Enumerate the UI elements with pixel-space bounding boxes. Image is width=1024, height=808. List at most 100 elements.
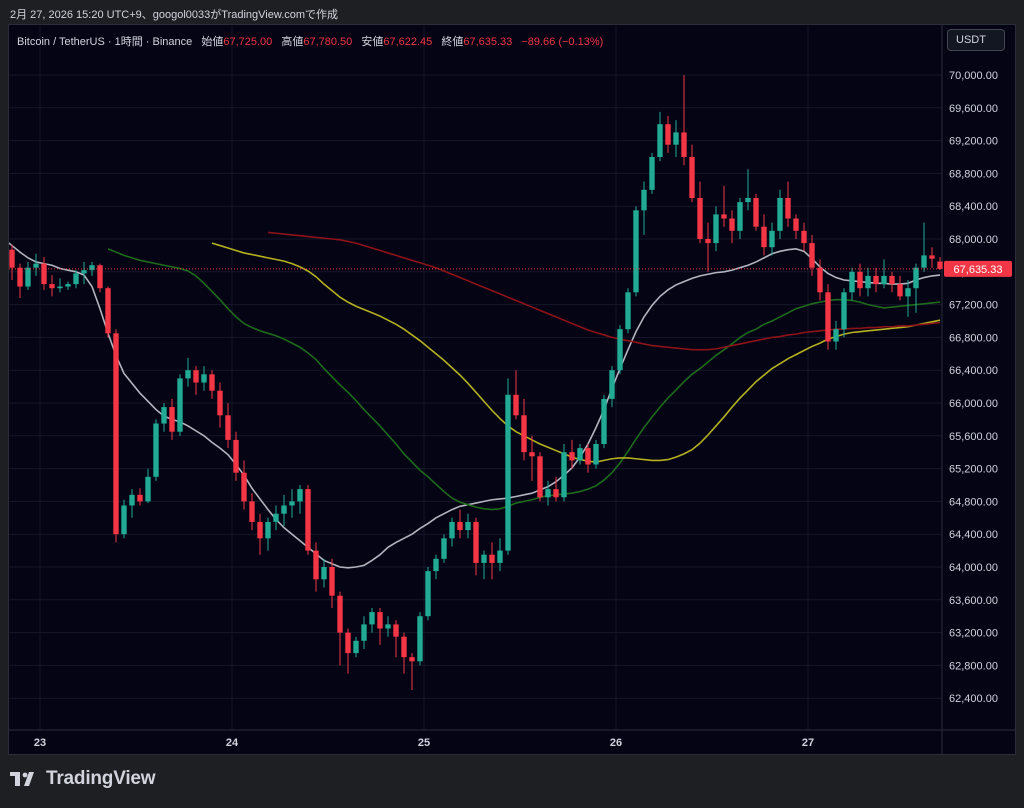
candle-body (537, 456, 543, 498)
candle-body (665, 124, 671, 145)
moving-average-line (267, 231, 941, 351)
candle-body (81, 270, 87, 274)
candle-body (713, 214, 719, 244)
candle-body (809, 243, 815, 268)
candle-body (177, 378, 183, 432)
candle-body (657, 124, 663, 157)
candle-body (329, 567, 335, 596)
candle-body (321, 567, 327, 580)
candle-body (369, 612, 375, 625)
tradingview-logo-icon (10, 772, 34, 786)
candle-body (129, 494, 135, 506)
y-tick-label: 65,600.00 (949, 431, 998, 443)
candle-body (185, 370, 191, 379)
x-tick-label: 26 (610, 737, 622, 749)
x-tick-label: 24 (226, 737, 239, 749)
candle-body (649, 157, 655, 190)
candle-body (401, 636, 407, 658)
candle-body (601, 398, 607, 444)
y-tick-label: 70,000.00 (949, 70, 998, 82)
candle-body (241, 472, 247, 502)
candle-body (481, 554, 487, 563)
candle-body (457, 521, 463, 531)
candle-body (161, 407, 167, 424)
moving-average-line (107, 248, 941, 511)
candle-body (921, 255, 927, 268)
moving-average-line (9, 242, 941, 569)
candle-body (761, 226, 767, 248)
candle-body (513, 394, 519, 416)
y-tick-label: 69,200.00 (949, 136, 998, 148)
candle-body (825, 292, 831, 342)
candle-body (641, 189, 647, 211)
y-tick-label: 67,200.00 (949, 300, 998, 312)
open-value: 67,725.00 (223, 36, 273, 48)
candle-body (633, 210, 639, 293)
tradingview-logo-text: TradingView (46, 768, 156, 789)
moving-average-line (211, 242, 941, 463)
candle-body (545, 489, 551, 498)
last-price-tag (944, 260, 1012, 277)
candle-body (145, 476, 151, 502)
candle-body (297, 489, 303, 502)
symbol-name[interactable]: Bitcoin / TetherUS · 1時間 · Binance (17, 36, 193, 48)
candle-body (705, 239, 711, 244)
candle-body (609, 370, 615, 399)
candle-body (745, 198, 751, 203)
y-tick-label: 69,600.00 (949, 103, 998, 115)
chart-panel[interactable]: 62,400.00 62,800.00 63,200.00 63,600.00 64,0… (8, 24, 1016, 755)
candle-body (817, 267, 823, 293)
candle-body (49, 284, 55, 289)
price-chart[interactable]: 62,400.00 62,800.00 63,200.00 63,600.00 64,0… (9, 25, 1015, 754)
candle-body (25, 267, 31, 287)
candle-body (473, 521, 479, 563)
candle-body (153, 423, 159, 477)
currency-button[interactable]: USDT (947, 29, 1005, 51)
y-tick-label: 62,800.00 (949, 660, 998, 672)
y-tick-label: 66,400.00 (949, 365, 998, 377)
candle-body (793, 218, 799, 231)
y-tick-label: 63,600.00 (949, 595, 998, 607)
candle-body (585, 448, 591, 465)
candle-body (697, 198, 703, 239)
candle-body (113, 333, 119, 535)
candle-body (9, 249, 15, 268)
last-price-label: 67,635.33 (954, 264, 1003, 276)
candle-body (409, 657, 415, 662)
y-tick-label: 68,000.00 (949, 234, 998, 246)
open-label: 始値 (201, 36, 224, 48)
candle-body (489, 554, 495, 563)
candle-body (889, 275, 895, 285)
candle-body (89, 265, 95, 271)
candle-body (201, 374, 207, 383)
candle-body (865, 275, 871, 289)
candle-body (465, 521, 471, 531)
candle-body (505, 394, 511, 551)
candle-body (897, 284, 903, 297)
candle-body (937, 261, 943, 269)
y-tick-label: 66,800.00 (949, 332, 998, 344)
candle-body (57, 286, 63, 289)
candle-body (193, 370, 199, 383)
candle-body (441, 538, 447, 559)
candle-body (249, 501, 255, 522)
candle-body (417, 616, 423, 662)
candle-body (913, 267, 919, 289)
candle-body (97, 265, 103, 289)
candle-body (529, 452, 535, 457)
candle-body (873, 275, 879, 285)
candle-body (233, 439, 239, 473)
candle-body (393, 624, 399, 637)
candle-body (689, 157, 695, 198)
candle-body (881, 275, 887, 285)
candle-body (265, 521, 271, 539)
candle-body (625, 292, 631, 330)
candle-body (425, 571, 431, 617)
candle-body (281, 505, 287, 514)
candle-body (305, 489, 311, 551)
high-value: 67,780.50 (303, 36, 353, 48)
candle-body (569, 452, 575, 461)
close-label: 終値 (441, 36, 464, 48)
y-tick-label: 62,400.00 (949, 693, 998, 705)
candle-body (217, 390, 223, 416)
